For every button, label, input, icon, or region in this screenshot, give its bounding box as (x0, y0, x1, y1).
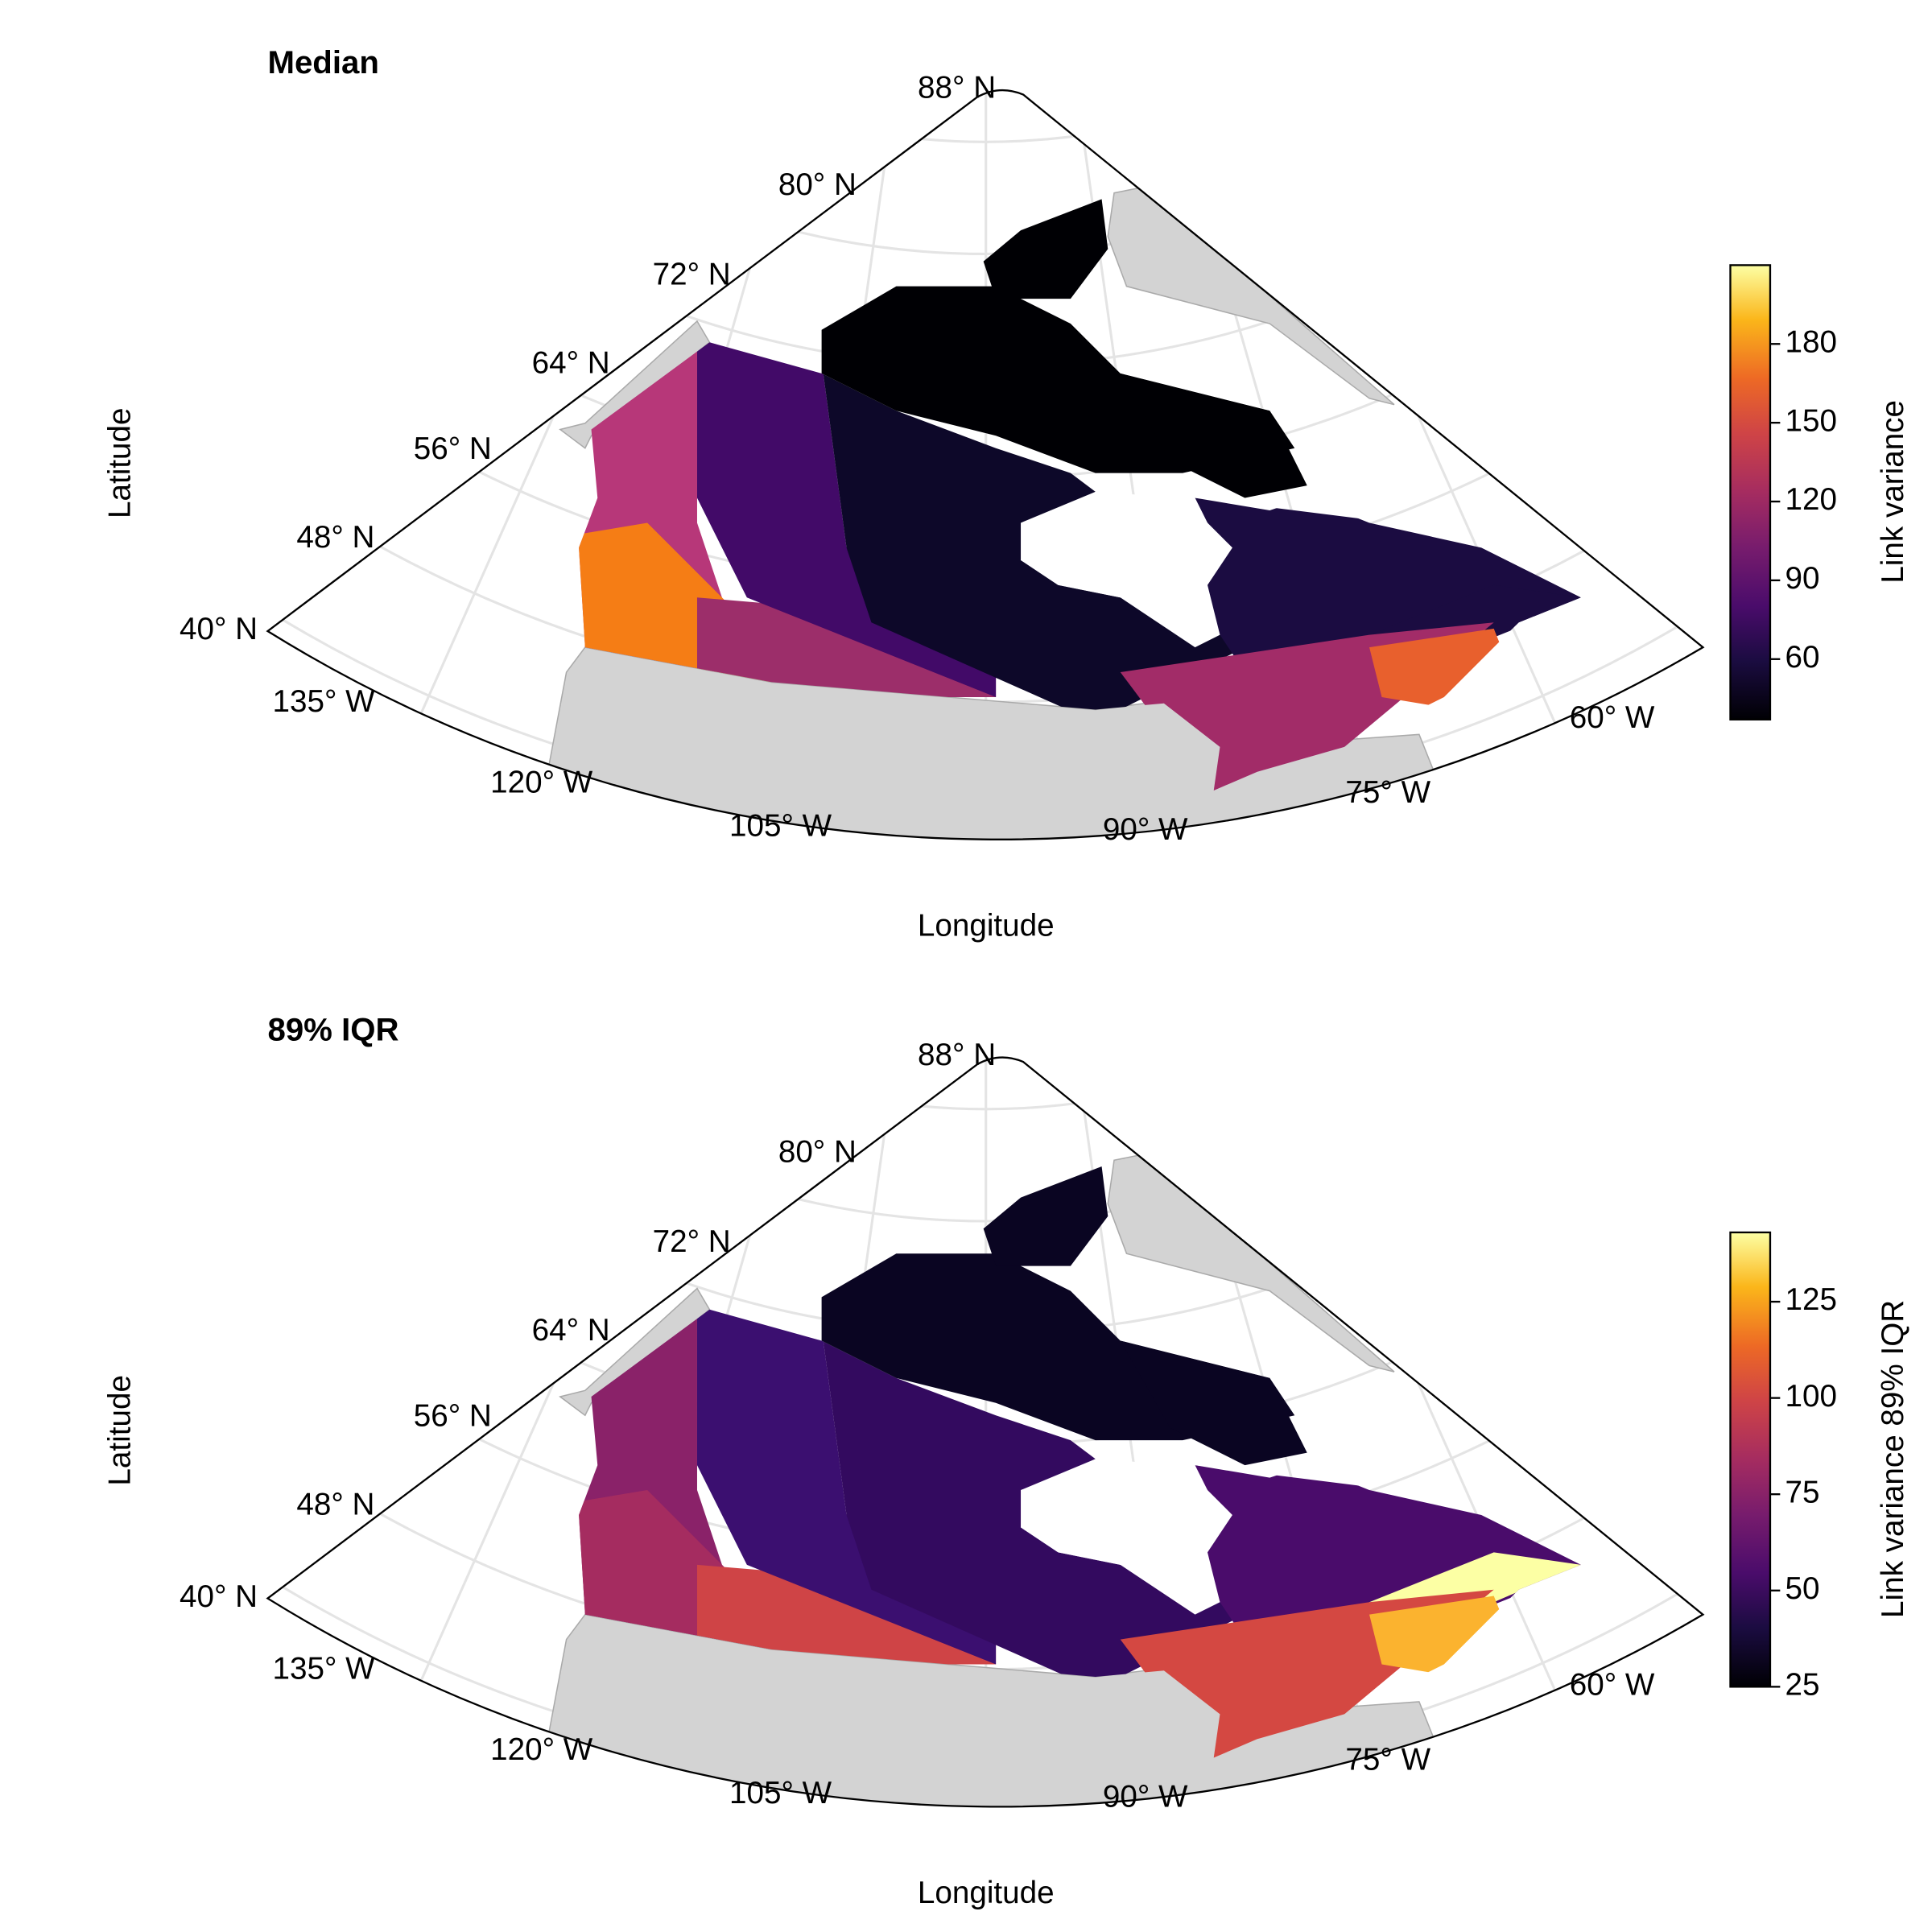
arctic-island (1120, 1340, 1307, 1466)
map (267, 90, 1703, 840)
colorbar-tick-label: 150 (1785, 403, 1837, 438)
colorbar-tick-label: 120 (1785, 482, 1837, 517)
colorbar-tick-label: 90 (1785, 561, 1820, 596)
arctic-island (1120, 373, 1307, 498)
arctic-island (983, 199, 1108, 299)
panel-title: Median (267, 44, 378, 80)
colorbar (1729, 264, 1772, 720)
map-frame (266, 1056, 1705, 1808)
colorbar-tick-label: 125 (1785, 1282, 1837, 1317)
lat-label: 80° N (778, 1135, 857, 1170)
colorbar-label: Link variance (1876, 400, 1910, 584)
lon-label: 120° W (490, 1732, 593, 1767)
colorbar (1729, 1231, 1772, 1688)
colorbar-tick-label: 25 (1785, 1668, 1820, 1703)
lon-label: 75° W (1345, 775, 1430, 810)
map-frame (266, 89, 1705, 840)
lat-label: 72° N (653, 1224, 731, 1259)
map-panel: Median 88° N 80° N 72° N 64° N 56° N 48° N 40° … (103, 44, 1910, 943)
lat-label: 64° N (532, 345, 610, 380)
lon-label: 60° W (1570, 700, 1655, 735)
x-axis-label: Longitude (918, 1876, 1055, 1910)
lon-label: 90° W (1103, 1780, 1188, 1814)
arctic-island (983, 1166, 1108, 1266)
lon-label: 105° W (729, 1776, 832, 1810)
lon-label: 105° W (729, 809, 832, 844)
colorbar-tick-label: 75 (1785, 1475, 1820, 1509)
x-axis-label: Longitude (918, 908, 1055, 943)
lat-label: 56° N (414, 1399, 492, 1434)
lon-label: 75° W (1345, 1742, 1430, 1777)
lat-label: 88° N (918, 71, 996, 105)
hudson-bay (1021, 1459, 1232, 1615)
lat-label: 80° N (778, 167, 857, 202)
y-axis-label: Latitude (103, 1375, 138, 1486)
lon-label: 135° W (272, 684, 375, 719)
colorbar-tick-label: 60 (1785, 640, 1820, 675)
lat-label: 40° N (180, 1579, 258, 1614)
lon-label: 135° W (272, 1651, 375, 1686)
hudson-bay (1021, 491, 1232, 648)
lon-label: 90° W (1103, 812, 1188, 847)
panel-title: 89% IQR (267, 1012, 398, 1048)
colorbar-tick-label: 180 (1785, 324, 1837, 359)
colorbar-label: Link variance 89% IQR (1876, 1300, 1910, 1618)
lat-label: 48° N (296, 1487, 374, 1521)
colorbar-tick-label: 100 (1785, 1379, 1837, 1414)
lon-label: 60° W (1570, 1668, 1655, 1703)
y-axis-label: Latitude (103, 407, 138, 518)
lat-label: 72° N (653, 258, 731, 292)
lon-label: 120° W (490, 765, 593, 799)
lat-label: 40° N (180, 612, 258, 646)
lat-label: 64° N (532, 1313, 610, 1348)
lat-label: 48° N (296, 520, 374, 555)
lat-label: 56° N (414, 431, 492, 466)
lat-label: 88° N (918, 1038, 996, 1072)
canada (579, 1309, 1581, 1758)
colorbar-tick-label: 50 (1785, 1571, 1820, 1606)
